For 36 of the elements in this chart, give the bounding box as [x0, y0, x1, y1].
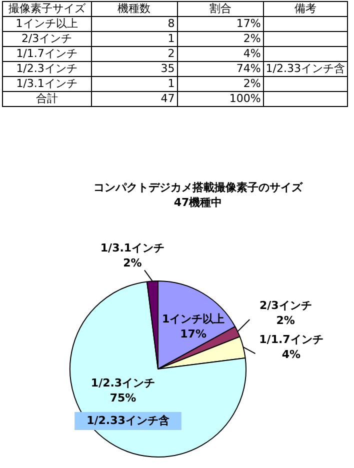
category-label: 備考	[263, 2, 348, 16]
data-label: 4%	[282, 348, 301, 361]
text: 47	[91, 92, 178, 106]
slice-label: 1/3.1インチ	[100, 242, 165, 255]
data-label: 2%	[276, 314, 295, 327]
text: 1インチ以上	[2, 16, 92, 32]
text: 8	[91, 16, 178, 32]
text: 2/3インチ	[2, 32, 92, 46]
text: 100%	[177, 92, 264, 106]
category-label: 機種数	[91, 2, 178, 16]
text: 2	[91, 46, 178, 62]
category-label: 撮像素子サイズ	[2, 2, 92, 16]
chart-subtitle: 47機種中	[174, 196, 222, 209]
text: 1/2.3インチ	[2, 62, 92, 76]
category-label: 割合	[177, 2, 264, 16]
text: 合計	[2, 92, 92, 106]
text: 1/2.33インチ含	[263, 62, 348, 76]
text: 4%	[177, 46, 264, 62]
data-label: 2%	[123, 256, 142, 270]
text: 1/2.33インチ含	[86, 414, 170, 427]
text: 1	[91, 76, 178, 92]
data-label: 75%	[110, 391, 136, 404]
text: 35	[91, 62, 178, 76]
text: 17%	[177, 16, 264, 32]
text: 1/1.7インチ	[2, 46, 92, 62]
slice-label: 1インチ以上	[162, 312, 225, 326]
text: 2%	[177, 32, 264, 46]
text: 1	[91, 32, 178, 46]
chart-title: コンパクトデジカメ搭載撮像素子のサイズ	[94, 180, 304, 194]
slice-label: 1/2.3インチ	[90, 376, 156, 390]
text: 2%	[177, 76, 264, 92]
slice-label: 1/1.7インチ	[259, 332, 324, 346]
text: 1/3.1インチ	[2, 76, 92, 92]
text: 74%	[177, 62, 264, 76]
slice-label: 2/3インチ	[259, 298, 312, 312]
data-label: 17%	[180, 328, 206, 341]
